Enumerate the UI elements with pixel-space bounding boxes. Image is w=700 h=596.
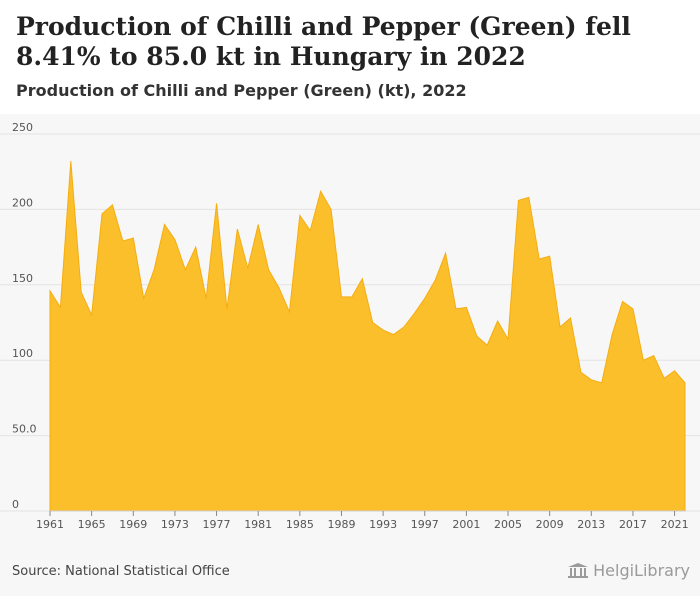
- x-tick-label: 1981: [244, 518, 272, 531]
- x-tick-label: 2009: [536, 518, 564, 531]
- chart-title: Production of Chilli and Pepper (Green) …: [16, 12, 631, 71]
- x-tick-label: 1965: [78, 518, 106, 531]
- y-tick-label: 200: [12, 196, 33, 209]
- x-tick-label: 1977: [203, 518, 231, 531]
- y-axis-ticks: 0 50.0 100 150 200 250: [12, 121, 37, 511]
- x-tick-label: 2017: [619, 518, 647, 531]
- y-tick-label: 250: [12, 121, 33, 134]
- helgi-library-logo[interactable]: HelgiLibrary: [567, 561, 690, 580]
- y-tick-label: 0: [12, 498, 19, 511]
- chart-subtitle: Production of Chilli and Pepper (Green) …: [16, 81, 467, 100]
- x-axis-ticks: 1961 1965 1969 1973 1977 1981 1985 1989 1993 1997…: [36, 510, 689, 531]
- x-tick-label: 2005: [494, 518, 522, 531]
- x-tick-label: 1973: [161, 518, 189, 531]
- series-area: [49, 161, 686, 512]
- area-series: [49, 161, 686, 512]
- logo-text: HelgiLibrary: [593, 561, 690, 580]
- chart-header: Production of Chilli and Pepper (Green) …: [0, 0, 700, 114]
- x-tick-label: 2021: [661, 518, 689, 531]
- x-tick-label: 1993: [369, 518, 397, 531]
- x-tick-label: 1997: [411, 518, 439, 531]
- x-tick-label: 1985: [286, 518, 314, 531]
- x-tick-label: 2001: [452, 518, 480, 531]
- y-tick-label: 50.0: [12, 423, 37, 436]
- x-tick-label: 1961: [36, 518, 64, 531]
- library-building-icon: [568, 562, 589, 578]
- x-tick-label: 1989: [327, 518, 355, 531]
- source-note: Source: National Statistical Office: [12, 564, 230, 579]
- y-tick-label: 150: [12, 272, 33, 285]
- x-tick-label: 1969: [119, 518, 147, 531]
- chart-footer: Source: National Statistical Office Helg…: [0, 550, 700, 596]
- x-tick-label: 2013: [577, 518, 605, 531]
- y-tick-label: 100: [12, 347, 33, 360]
